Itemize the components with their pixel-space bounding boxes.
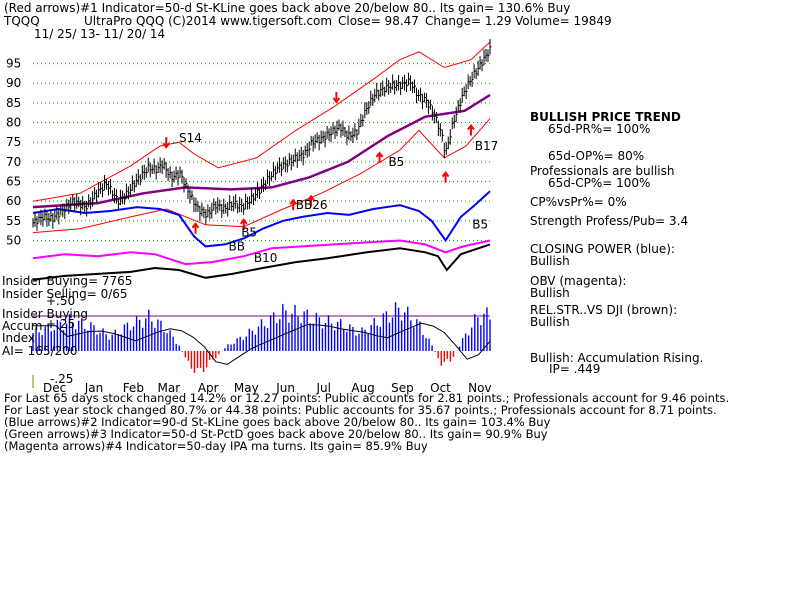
y-tick-label: 80 xyxy=(6,116,21,130)
closing-power-title: CLOSING POWER (blue): xyxy=(530,242,675,256)
accum-ma-line xyxy=(33,322,491,365)
accumulation-index xyxy=(32,302,491,374)
y-tick-label: 70 xyxy=(6,155,21,169)
footer-line5: (Magenta arrows)#4 Indicator=50-day IPA … xyxy=(4,439,428,453)
ai-label: AI= 165/200 xyxy=(2,344,77,358)
red-arrow-head xyxy=(467,123,475,131)
accum-minus-25: -.25 xyxy=(50,372,73,386)
signal-arrows xyxy=(162,91,475,234)
insider-buying-2: Insider Buying xyxy=(2,307,88,321)
cpvspr-label: CP%vsPr%= 0% xyxy=(530,195,627,209)
month-label: Dec xyxy=(43,381,66,395)
pros-label: Professionals are bullish xyxy=(530,164,675,178)
header-close: Close= 98.47 xyxy=(338,14,419,28)
y-tick-label: 55 xyxy=(6,214,21,228)
upper-band-line xyxy=(32,41,491,202)
y-tick-labels: 50 55 60 65 70 75 80 85 90 95 xyxy=(6,57,21,248)
accum-plus-25: +.25 xyxy=(46,317,75,331)
header-date-range: 11/ 25/ 13- 11/ 20/ 14 xyxy=(34,27,165,41)
cp-label: 65d-CP%= 100% xyxy=(548,176,650,190)
ip-label: IP= .449 xyxy=(549,362,600,376)
red-arrow-head xyxy=(332,97,341,104)
obv-value: Bullish xyxy=(530,286,570,300)
insider-buying: Insider Buying= 7765 xyxy=(2,274,132,288)
index-label: Index xyxy=(2,331,35,345)
month-label: Jan xyxy=(84,381,104,395)
moving-average-line xyxy=(32,93,491,209)
red-arrow-head xyxy=(239,218,248,225)
accum-title: Bullish: Accumulation Rising. xyxy=(530,351,703,365)
red-arrow-head xyxy=(375,151,384,158)
series-lines xyxy=(32,41,491,281)
month-label: Sep xyxy=(391,381,414,395)
y-tick-label: 75 xyxy=(6,135,21,149)
header-symbol: TQQQ xyxy=(3,14,40,28)
red-arrow-head xyxy=(191,222,200,229)
y-tick-label: 65 xyxy=(6,175,21,189)
y-tick-label: 95 xyxy=(6,57,21,71)
footer-line1: For Last 65 days stock changed 14.2% or … xyxy=(4,391,729,405)
y-tick-label: 60 xyxy=(6,194,21,208)
annotation-label: B10 xyxy=(254,251,278,265)
y-tick-label: 85 xyxy=(6,96,21,110)
trend-title: BULLISH PRICE TREND xyxy=(530,110,681,124)
accum-plus-50: +.50 xyxy=(46,294,75,308)
header-volume: Volume= 19849 xyxy=(515,14,612,28)
annotation-label: B5 xyxy=(388,155,404,169)
month-label: Jul xyxy=(315,381,330,395)
annotation-label: B5 xyxy=(472,218,488,232)
month-label: Aug xyxy=(351,381,374,395)
red-arrow-head xyxy=(162,142,171,149)
y-tick-label: 50 xyxy=(6,233,21,247)
strength-label: Strength Profess/Pub= 3.4 xyxy=(530,214,688,228)
month-label: Nov xyxy=(468,381,491,395)
annotation-label: S14 xyxy=(179,131,202,145)
op-label: 65d-OP%= 80% xyxy=(548,149,644,163)
annotation-label: BB26 xyxy=(296,198,328,212)
pr-label: 65d-PR%= 100% xyxy=(548,122,650,136)
header-title: UltraPro QQQ (C)2014 www.tigersoft.com xyxy=(84,14,332,28)
footer-line2: For Last year stock changed 80.7% or 44.… xyxy=(4,403,717,417)
red-arrow-head xyxy=(307,194,315,201)
obv-title: OBV (magenta): xyxy=(530,274,626,288)
annotation-label: BB xyxy=(228,239,244,253)
month-label: Jun xyxy=(275,381,295,395)
red-arrow-head xyxy=(289,198,298,205)
closing-power-value: Bullish xyxy=(530,254,570,268)
month-label: May xyxy=(234,381,259,395)
footer-line4: (Green arrows)#3 Indicator=50-d St-PctD … xyxy=(4,427,548,441)
relstr-value: Bullish xyxy=(530,315,570,329)
month-label: Mar xyxy=(158,381,181,395)
price-bars xyxy=(32,39,492,231)
red-arrow-head xyxy=(441,170,450,178)
insider-selling: Insider Selling= 0/65 xyxy=(2,287,128,301)
relstr-line xyxy=(32,243,491,281)
y-tick-label: 90 xyxy=(6,76,21,90)
header-change: Change= 1.29 xyxy=(425,14,512,28)
month-label: Feb xyxy=(123,381,144,395)
obv-line xyxy=(32,239,491,266)
lower-band-line xyxy=(32,118,491,234)
month-label: Apr xyxy=(198,381,219,395)
relstr-title: REL.STR..VS DJI (brown): xyxy=(530,303,677,317)
header-line1: (Red arrows)#1 Indicator=50-d St-KLine g… xyxy=(4,1,570,15)
closing-power-line xyxy=(32,190,491,248)
footer-line3: (Blue arrows)#2 Indicator=90-d St-KLine … xyxy=(4,415,551,429)
annotation-label: B5 xyxy=(241,226,257,240)
month-label: Oct xyxy=(430,381,451,395)
month-labels: Dec Jan Feb Mar Apr May Jun Jul Aug Sep Oct Nov xyxy=(32,375,492,395)
annotation-label: B17 xyxy=(475,139,499,153)
accum-label: Accum xyxy=(2,319,43,333)
